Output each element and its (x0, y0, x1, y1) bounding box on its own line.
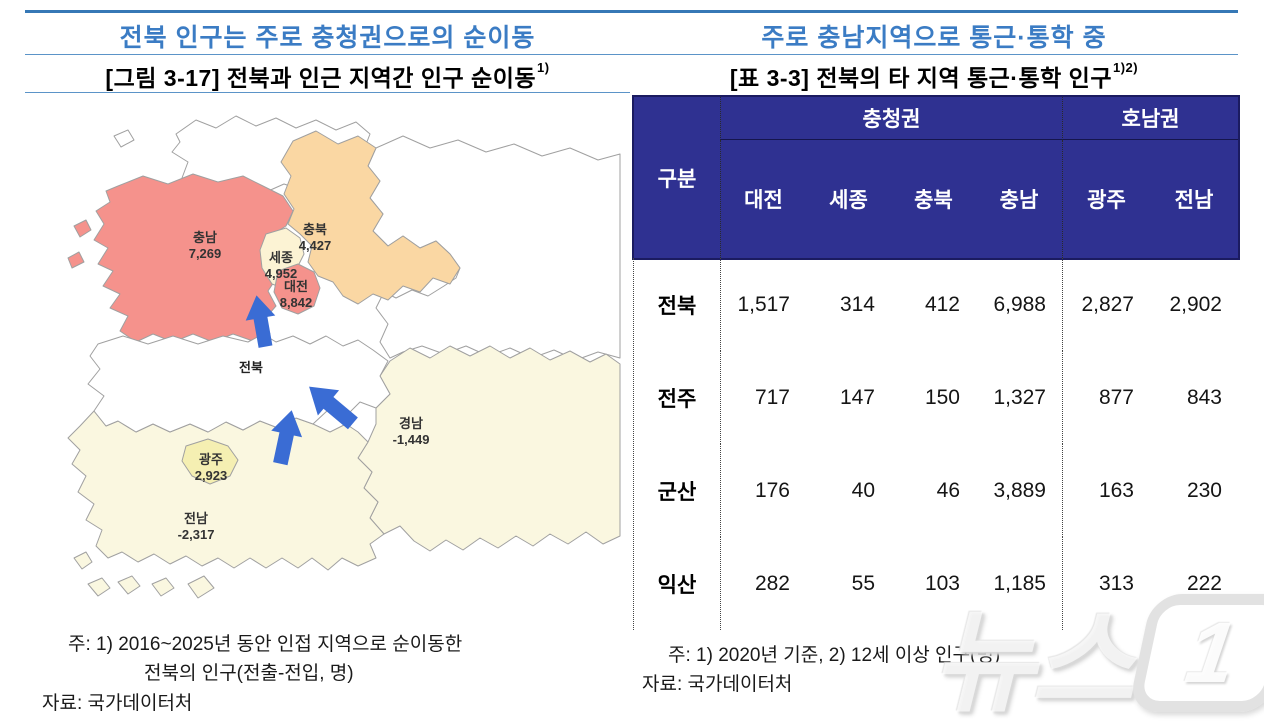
cell-jeonbuk-sejong: 314 (839, 292, 875, 316)
map-island-jeonnam-3 (73, 551, 93, 570)
cell-jeonbuk-daejeon: 1,517 (720, 258, 806, 351)
commute-table-header: 구분 충청권 호남권 대전 세종 충북 충남 광주 전남 (632, 95, 1240, 260)
cell-jeonju-jeonnam: 843 (1186, 385, 1222, 409)
table-group-chungcheong: 충청권 (720, 97, 1062, 140)
value-daejeon: 8,842 (280, 295, 313, 310)
table-caption: [표 3-3] 전북의 타 지역 통근·통학 인구 1)2) (630, 59, 1238, 92)
cell-jeonju-sejong: 147 (839, 385, 875, 409)
figure-caption-text: [그림 3-17] 전북과 인근 지역간 인구 순이동 (105, 65, 537, 91)
top-rule (25, 10, 1238, 13)
cell-gunsan-chungnam: 3,889 (993, 478, 1046, 502)
table-col-daejeon: 대전 (720, 140, 806, 258)
title-divider-rule (25, 54, 1238, 55)
row-label-jeonju: 전주 (657, 387, 697, 411)
cell-jeonbuk-gwangju: 2,827 (1062, 258, 1150, 351)
left-subtitle-rule (25, 92, 630, 93)
value-gwangju: 2,923 (195, 468, 228, 483)
label-sejong: 세종 (269, 250, 293, 265)
value-chungnam: 7,269 (189, 246, 222, 261)
value-gyeongnam: -1,449 (393, 432, 430, 447)
table-source: 자료: 국가데이터처 (642, 674, 793, 696)
cell-gunsan-jeonnam: 230 (1186, 478, 1222, 502)
label-chungbuk: 충북 (303, 222, 327, 237)
map-island-chungnam-2 (67, 251, 85, 269)
map-island-chungnam-1 (73, 219, 92, 238)
label-gwangju: 광주 (199, 452, 223, 467)
cell-iksan-chungnam: 1,185 (993, 571, 1046, 595)
value-chungbuk: 4,427 (299, 238, 332, 253)
left-headline: 전북 인구는 주로 충청권으로의 순이동 (119, 24, 536, 52)
arrow-to-chungcheong (245, 295, 276, 348)
figure-footnote: 주: 1) 2016~2025년 동안 인접 지역으로 순이동한 전북의 인구(… (42, 630, 462, 718)
cell-jeonju-chungbuk: 150 (924, 385, 960, 409)
map-island-jeonnam-4 (151, 577, 175, 597)
figure-caption: [그림 3-17] 전북과 인근 지역간 인구 순이동 1) (25, 59, 630, 92)
map-island-jeonnam-2 (117, 575, 141, 595)
map-region-gyeongnam (357, 345, 621, 552)
label-daejeon: 대전 (284, 279, 308, 294)
figure-note-line1: 주: 1) 2016~2025년 동안 인접 지역으로 순이동한 (68, 634, 463, 655)
korea-region-map: 충남 7,269 충북 4,427 세종 4,952 대전 8,842 전북 경… (67, 115, 621, 599)
migration-map-figure: 충남 7,269 충북 4,427 세종 4,952 대전 8,842 전북 경… (58, 106, 623, 611)
figure-note-line2: 전북의 인구(전출-전입, 명) (144, 663, 354, 685)
migration-arrows (245, 295, 358, 466)
value-sejong: 4,952 (265, 266, 298, 281)
cell-iksan-chungbuk: 103 (924, 571, 960, 595)
table-col-chungbuk: 충북 (914, 189, 953, 212)
cell-gunsan-chungbuk: 46 (936, 478, 960, 502)
figure-source: 자료: 국가데이터처 (42, 692, 193, 714)
map-island-jeonnam-1 (87, 577, 111, 597)
table-corner-header: 구분 (657, 167, 697, 191)
table-note-line1: 주: 1) 2020년 기준, 2) 12세 이상 인구(명) (668, 645, 1001, 666)
cell-jeonju-daejeon: 717 (720, 351, 806, 444)
cell-gunsan-daejeon: 176 (720, 444, 806, 537)
table-caption-footnote-mark: 1)2) (1113, 59, 1139, 75)
map-region-chungbuk (280, 130, 461, 305)
figure-caption-footnote-mark: 1) (537, 59, 550, 75)
cell-iksan-jeonnam: 222 (1186, 571, 1222, 595)
cell-iksan-daejeon: 282 (720, 537, 806, 630)
cell-jeonbuk-jeonnam: 2,902 (1169, 292, 1222, 316)
table-col-sejong: 세종 (829, 189, 868, 212)
label-chungnam: 충남 (193, 230, 217, 245)
commute-table-body: 전북 1,517 314 412 6,988 2,827 2,902 전주 71… (633, 258, 1238, 630)
map-region-jeonnam (67, 410, 385, 571)
cell-iksan-sejong: 55 (851, 571, 875, 595)
row-label-gunsan: 군산 (657, 480, 697, 504)
cell-gunsan-sejong: 40 (851, 478, 875, 502)
table-col-gwangju: 광주 (1062, 140, 1150, 258)
value-jeonnam: -2,317 (178, 527, 215, 542)
table-caption-text: [표 3-3] 전북의 타 지역 통근·통학 인구 (729, 65, 1112, 91)
map-region-daejeon (273, 263, 321, 315)
map-labels: 충남 7,269 충북 4,427 세종 4,952 대전 8,842 전북 경… (178, 222, 430, 542)
cell-gunsan-gwangju: 163 (1062, 444, 1150, 537)
label-gyeongnam: 경남 (399, 416, 423, 431)
table-col-jeonnam: 전남 (1174, 189, 1214, 212)
table-col-chungnam: 충남 (999, 189, 1039, 212)
label-jeonnam: 전남 (184, 511, 208, 526)
arrow-from-jeonnam (271, 410, 303, 466)
row-label-jeonbuk: 전북 (657, 294, 697, 318)
map-region-gwangju (181, 438, 239, 485)
table-group-honam: 호남권 (1062, 97, 1238, 140)
cell-jeonbuk-chungnam: 6,988 (993, 292, 1046, 316)
map-island-jeonnam-5 (187, 575, 215, 599)
cell-jeonju-gwangju: 877 (1062, 351, 1150, 444)
cell-jeonbuk-chungbuk: 412 (924, 292, 960, 316)
arrow-from-gyeongnam (309, 386, 358, 430)
label-jeonbuk: 전북 (239, 360, 263, 375)
map-island-west (113, 129, 135, 148)
map-region-chungnam (93, 173, 294, 343)
row-label-iksan: 익산 (657, 573, 697, 597)
right-headline: 주로 충남지역으로 통근·통학 중 (761, 24, 1107, 52)
cell-iksan-gwangju: 313 (1062, 537, 1150, 630)
table-footnote: 주: 1) 2020년 기준, 2) 12세 이상 인구(명) 자료: 국가데이… (642, 641, 1000, 700)
cell-jeonju-chungnam: 1,327 (993, 385, 1046, 409)
